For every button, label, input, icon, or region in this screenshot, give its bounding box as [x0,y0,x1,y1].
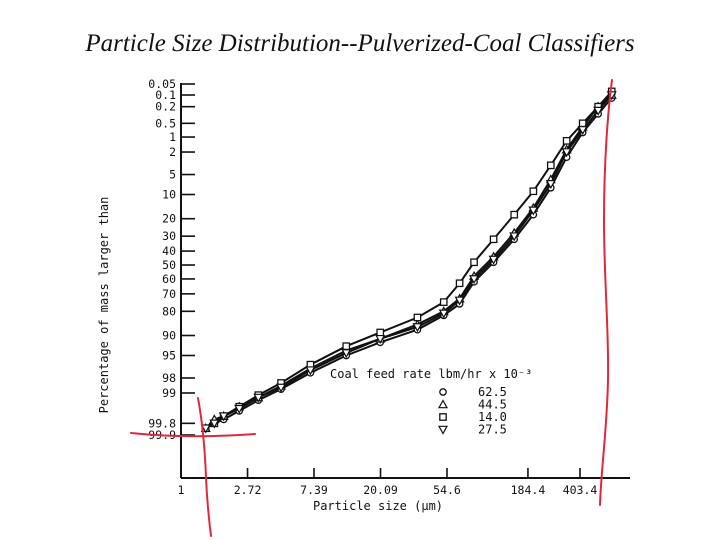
triangle-down-marker [577,126,588,136]
y-tick-label: 40 [162,244,176,258]
square-marker [376,328,385,337]
series-27.5 [200,91,617,434]
y-tick-label: 70 [162,287,176,301]
y-tick-label: 2 [169,145,176,159]
triangle-down-marker [437,425,449,435]
x-tick-label: 2.72 [234,483,262,497]
x-axis: 1 2.72 7.39 20.09 54.6 184.4 403.4 [178,468,598,497]
triangle-down-marker [488,255,499,265]
square-marker [562,136,571,145]
y-tick-label: 1 [169,130,176,144]
y-tick-label: 60 [162,272,176,286]
y-axis-label: Percentage of mass larger than [97,197,111,414]
triangle-down-marker [200,424,211,434]
legend-entry-label: 62.5 [478,385,507,399]
square-marker [470,258,478,267]
y-tick-label: 0.1 [155,88,176,102]
handwritten-annotations [130,79,613,537]
triangle-down-marker [561,148,572,158]
triangle-down-marker [438,309,449,319]
triangle-down-marker [209,419,220,429]
x-tick-label: 184.4 [511,483,546,497]
triangle-down-marker [218,412,229,422]
square-marker [413,313,422,322]
y-tick-label: 0.2 [155,100,176,114]
triangle-down-marker [545,180,556,190]
triangle-down-marker [341,349,352,359]
x-tick-label: 20.09 [363,483,398,497]
x-axis-label: Particle size (µm) [313,499,443,513]
series-group [200,87,617,434]
x-tick-label: 54.6 [433,483,461,497]
y-tick-label: 50 [162,258,176,272]
square-marker [529,187,538,196]
x-tick-label: 7.39 [300,483,328,497]
x-tick-label: 1 [178,483,185,497]
legend-entry-label: 14.0 [478,410,507,424]
y-tick-label: 30 [162,229,176,243]
y-tick-label: 90 [162,329,176,343]
y-tick-label: 99 [162,386,176,400]
y-tick-label: 98 [162,371,176,385]
annotation-left-vertical-stroke [197,397,212,537]
legend-title: Coal feed rate lbm/hr x 10⁻³ [330,367,532,381]
y-tick-label: 0.5 [155,116,176,130]
triangle-down-marker [593,106,604,116]
legend-entry-label: 44.5 [478,398,507,412]
triangle-down-marker [528,206,539,216]
square-marker [439,413,447,421]
annotation-right-vertical-stroke [599,79,613,506]
triangle-down-marker [276,383,287,393]
y-tick-label: 95 [162,348,176,362]
triangle-marker [437,399,449,409]
y-tick-label: 5 [169,168,176,182]
y-tick-label: 0.05 [148,77,176,91]
square-marker [510,210,519,219]
circle-marker [439,388,447,396]
triangle-down-marker [412,323,423,333]
axes-frame [180,83,630,479]
y-tick-label: 10 [162,188,176,202]
triangle-down-marker [509,232,520,242]
triangle-down-marker [469,275,480,285]
triangle-down-marker [305,366,316,376]
triangle-down-marker [253,393,264,403]
legend: Coal feed rate lbm/hr x 10⁻³ 62.544.514.… [330,367,532,437]
square-marker [342,342,351,351]
legend-entry-label: 27.5 [478,423,507,437]
square-marker [546,161,555,170]
square-marker [439,298,448,306]
triangle-down-marker [375,334,386,344]
triangle-down-marker [454,296,465,306]
x-tick-label: 403.4 [563,483,598,497]
triangle-down-marker [234,404,245,414]
slide-title: Particle Size Distribution--Pulverized-C… [85,30,635,57]
y-tick-label: 99.8 [148,416,176,430]
annotation-horizontal-stroke [130,432,256,438]
square-marker [455,279,464,288]
square-marker [489,235,498,244]
y-tick-label: 80 [162,304,176,318]
y-tick-label: 20 [162,212,176,226]
y-axis: 0.050.10.20.5125102030405060708090959899… [148,77,195,442]
